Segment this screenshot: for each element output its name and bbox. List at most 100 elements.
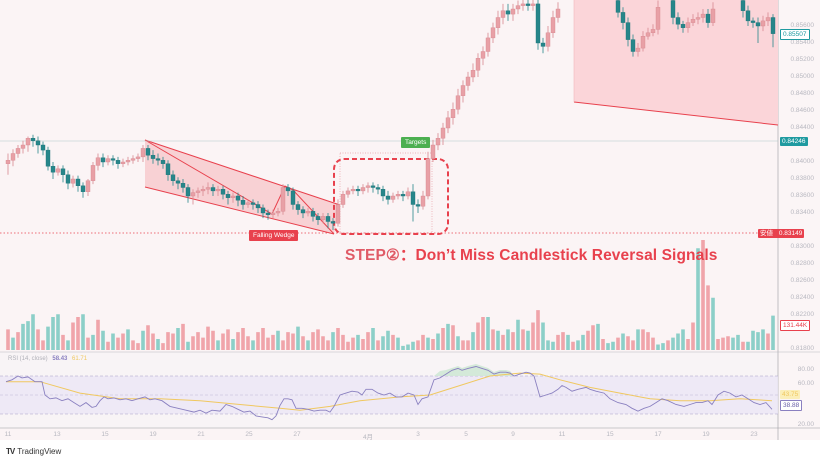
candle [655,7,661,30]
volume-bar [476,322,480,350]
volume-bar [96,319,100,350]
candle [75,178,81,186]
candle [225,194,231,198]
rsi-legend[interactable]: RSI (14, close) 58.43 61.71 [8,356,87,362]
candle [355,188,361,192]
candle [325,216,331,222]
candle [680,24,686,28]
volume-bar [611,341,615,350]
candle [310,211,316,217]
reversal-highlight-box[interactable] [333,158,449,235]
price-tick: 0.81800 [790,345,815,352]
candle [205,187,211,190]
volume-bar [241,328,245,350]
candle [405,191,411,197]
volume-bar [281,340,285,350]
candle [395,194,401,197]
candle [755,22,761,27]
candle [360,187,366,192]
volume-bar [76,317,80,350]
tradingview-name: TradingView [17,447,62,456]
candle [55,168,61,173]
volume-bar [321,336,325,350]
rsi-legend-ma-value: 61.71 [72,356,88,362]
volume-bar [726,336,730,350]
volume-bar [346,341,350,350]
falling-wedge-area[interactable] [145,140,340,234]
volume-bar [51,317,55,350]
candle [10,153,16,161]
candle [645,32,651,37]
candle [165,163,171,175]
projection-zone-bottom [573,101,779,126]
volume-bar [711,297,715,350]
volume-bar [536,310,540,350]
candle [90,165,96,181]
price-axis-background [778,0,820,440]
volume-bar [511,332,515,350]
volume-bar [86,337,90,350]
candle [120,161,126,164]
volume-bar [701,240,705,350]
candle [105,158,111,163]
candle [140,148,146,158]
volume-bar [356,334,360,350]
candle [115,160,121,164]
volume-bar [126,329,130,350]
volume-bar [46,326,50,350]
price-tick: 0.84000 [790,158,815,165]
time-tick: 15 [101,431,109,438]
volume-bar [606,343,610,350]
volume-bar [161,343,165,350]
volume-bar [326,340,330,350]
targets-label[interactable]: Targets [401,137,431,148]
candle [305,211,311,214]
volume-bar [641,329,645,350]
candle [490,27,496,39]
candle [740,0,746,11]
volume-bar [151,333,155,350]
tradingview-brand[interactable]: TV TradingView [6,447,61,456]
candle [555,8,561,18]
stop-price-tag: 安値 0.83149 [758,229,805,238]
candle [250,202,256,205]
volume-bar [621,333,625,350]
candle [390,195,396,200]
candle [485,37,491,52]
candle [495,17,501,28]
projection-zone[interactable] [574,0,778,125]
candle [265,212,271,215]
volume-bar [506,329,510,350]
candle [380,188,386,197]
volume-bar [41,340,45,350]
step-number: STEP② [345,247,400,264]
candle [625,22,631,40]
candle [170,174,176,181]
volume-bar [526,330,530,350]
volume-bar [291,333,295,350]
rsi-current-tag: 38.88 [780,400,803,411]
falling-wedge-label[interactable]: Falling Wedge [249,230,299,241]
price-tick: 0.84800 [790,90,815,97]
step-separator: ： [399,247,416,264]
time-tick: 23 [750,431,758,438]
candle [365,185,371,188]
volume-series [6,240,775,350]
candle [195,190,201,193]
candle [545,32,551,47]
volume-bar [671,337,675,350]
volume-bar [736,334,740,350]
stop-price-value: 0.83149 [778,230,803,237]
candle [295,204,301,210]
price-tick: 0.82200 [790,311,815,318]
volume-bar [491,329,495,350]
time-tick: 11 [558,431,566,438]
volume-bar [446,323,450,350]
volume-bar [136,343,140,350]
current-price-tag: 0.85507 [780,29,810,40]
volume-bar [181,323,185,350]
rsi-band-fill [0,376,778,414]
volume-bar [521,329,525,350]
